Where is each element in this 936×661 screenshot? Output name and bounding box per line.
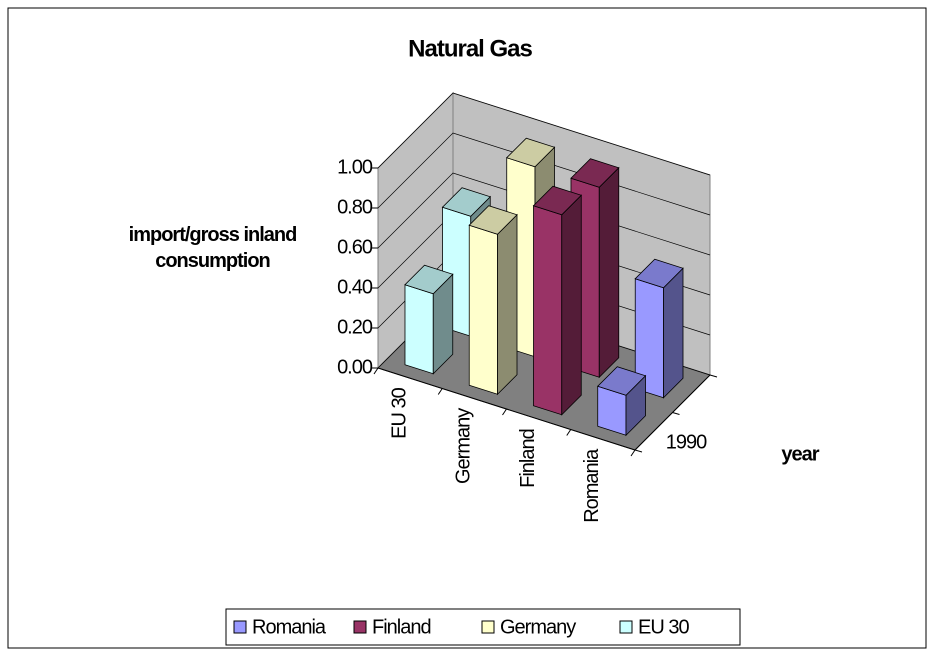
x-tick-label: Germany	[453, 408, 475, 484]
y-tick-label: 0.80	[337, 196, 373, 218]
legend-swatch	[353, 620, 367, 634]
bar	[596, 366, 647, 437]
legend-swatch	[619, 620, 633, 634]
bar-side	[561, 194, 582, 416]
bar-front	[468, 224, 498, 395]
legend-swatch	[481, 620, 495, 634]
x-tick	[373, 367, 379, 375]
x-tick	[437, 388, 443, 395]
x-tick-label: EU 30	[388, 387, 410, 438]
bar-top	[468, 205, 518, 235]
legend-label: Romania	[252, 616, 327, 638]
y-axis-title: import/gross inland consumption	[128, 224, 298, 272]
bar-side	[598, 166, 620, 379]
bar-side	[497, 213, 518, 396]
z-tick	[672, 412, 680, 415]
bar-side	[663, 267, 684, 399]
bar-front	[404, 284, 434, 375]
y-tick-label: 1.00	[337, 156, 373, 178]
chart-title: Natural Gas	[408, 35, 532, 62]
bar-top	[505, 137, 556, 168]
bar	[532, 185, 583, 416]
legend-label: Germany	[500, 616, 576, 638]
legend-swatch	[233, 620, 247, 634]
bar	[634, 258, 684, 399]
z-axis-title: year	[781, 443, 819, 465]
x-tick	[566, 429, 572, 436]
y-tick-label: 0.20	[337, 316, 373, 338]
x-tick-label: Finland	[517, 429, 539, 488]
grid-line	[377, 172, 711, 256]
x-tick	[630, 449, 636, 457]
bar-front	[533, 205, 563, 416]
bar-top	[634, 258, 684, 289]
grid-line	[377, 92, 711, 176]
x-tick	[502, 408, 507, 416]
bar-top	[441, 187, 492, 217]
y-tick-label: 0.40	[337, 276, 373, 298]
grid-line	[377, 132, 711, 216]
z-tick	[634, 449, 643, 453]
bar	[468, 205, 518, 396]
z-tick-label: 1990	[666, 432, 707, 454]
legend-label: EU 30	[638, 616, 689, 638]
bar-top	[532, 185, 583, 216]
bar-top	[404, 264, 454, 295]
legend-label: Finland	[372, 616, 431, 638]
y-tick-label: 0.00	[337, 356, 373, 378]
z-tick	[709, 374, 718, 378]
bar-top	[596, 366, 647, 396]
bar	[404, 264, 454, 375]
x-tick-label: Romania	[581, 448, 603, 523]
bar-top	[570, 158, 620, 188]
y-tick-label: 0.60	[337, 236, 373, 258]
